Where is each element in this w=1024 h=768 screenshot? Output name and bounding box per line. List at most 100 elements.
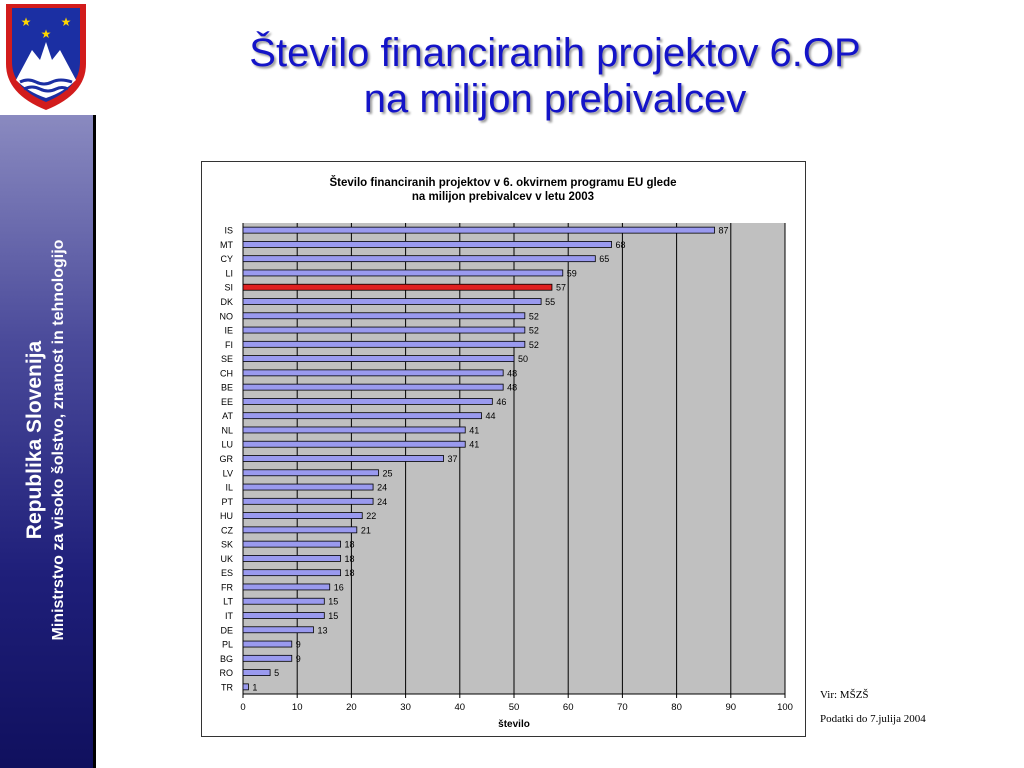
bar [242, 226, 715, 234]
bar [242, 269, 564, 277]
category-label: SK [221, 540, 233, 550]
data-label: 18 [345, 568, 355, 578]
category-label: LV [223, 468, 233, 478]
data-label: 9 [296, 640, 301, 650]
chart-title-line2: na milijon prebivalcev v letu 2003 [412, 191, 594, 203]
category-label: CY [220, 254, 233, 264]
bar [242, 569, 341, 577]
data-label: 50 [518, 354, 528, 364]
chart-title-line1: Število financiranih projektov v 6. okvi… [329, 176, 676, 189]
data-label: 48 [507, 383, 517, 393]
bar [242, 654, 293, 662]
data-label: 5 [274, 668, 279, 678]
sidebar-country: Republika Slovenija [23, 340, 46, 540]
data-label: 21 [361, 525, 371, 535]
bar [242, 440, 466, 448]
bar [242, 326, 526, 334]
slide-title-line2: na milijon prebivalcev [363, 77, 747, 121]
bar [242, 412, 482, 420]
data-label: 52 [529, 311, 539, 321]
data-label: 55 [545, 297, 555, 307]
category-label: FI [225, 340, 233, 350]
category-label: FR [221, 582, 233, 592]
data-label: 18 [345, 554, 355, 564]
data-label: 22 [366, 511, 376, 521]
slide-title-line1: Število financiranih projektov 6.OP [249, 31, 861, 75]
bar [242, 241, 612, 248]
data-label: 15 [328, 597, 338, 607]
svg-text:★: ★ [41, 27, 52, 41]
x-tick-label: 10 [292, 702, 303, 713]
bar [242, 398, 493, 405]
sidebar-text: Republika Slovenija Ministrstvo za visok… [22, 140, 70, 740]
data-label: 15 [328, 611, 338, 621]
coat-of-arms-icon: ★ ★ ★ [2, 2, 90, 112]
category-label: DE [220, 625, 233, 635]
svg-text:★: ★ [21, 15, 32, 29]
data-label: 48 [507, 368, 517, 378]
bar [242, 355, 515, 362]
x-axis-label: število [498, 719, 530, 730]
category-label: PT [221, 497, 233, 507]
category-label: BG [220, 654, 233, 664]
data-label: 16 [334, 582, 344, 592]
category-label: AT [222, 411, 233, 421]
bar [242, 597, 325, 605]
data-label: 52 [529, 340, 539, 350]
bar [242, 426, 466, 434]
bar-highlight [242, 283, 553, 291]
category-label: HU [220, 511, 233, 521]
bar [242, 255, 596, 263]
bar [242, 298, 542, 305]
bar [242, 583, 331, 591]
category-label: ES [221, 568, 233, 578]
bar [242, 640, 293, 648]
data-label: 68 [616, 240, 626, 250]
category-label: DK [220, 297, 233, 307]
sidebar-ministry: Ministrstvo za visoko šolstvo, znanost i… [50, 239, 67, 641]
data-label: 59 [567, 268, 577, 278]
bar [242, 612, 325, 619]
bar [242, 626, 314, 634]
category-label: NO [220, 311, 234, 321]
category-label: IL [225, 483, 233, 493]
data-label: 9 [296, 654, 301, 664]
bar [242, 669, 271, 676]
x-tick-label: 100 [777, 702, 793, 713]
bar [242, 312, 526, 320]
svg-text:★: ★ [61, 15, 72, 29]
data-label: 25 [383, 468, 393, 478]
bar [242, 555, 341, 562]
slide-title: Število financiranih projektov 6.OP na m… [100, 30, 1010, 122]
category-label: PL [222, 640, 233, 650]
bar [242, 455, 444, 462]
bar [242, 512, 363, 519]
category-label: RO [220, 668, 234, 678]
category-label: IE [224, 326, 233, 336]
data-label: 44 [485, 411, 495, 421]
bar [242, 497, 374, 505]
category-label: BE [221, 383, 233, 393]
data-label: 41 [469, 425, 479, 435]
source-note: Vir: MŠZŠ [820, 689, 869, 701]
sidebar-band [0, 115, 96, 768]
bar-chart: Število financiranih projektov v 6. okvi… [220, 176, 793, 730]
data-label: 52 [529, 326, 539, 336]
bar [242, 540, 341, 548]
category-label: GR [220, 454, 234, 464]
x-tick-label: 20 [346, 702, 357, 713]
category-label: SI [224, 283, 233, 293]
data-label: 65 [599, 254, 609, 264]
category-label: TR [221, 682, 233, 692]
data-label: 18 [345, 540, 355, 550]
category-label: UK [220, 554, 233, 564]
category-label: LU [221, 440, 233, 450]
chart-frame: Število financiranih projektov v 6. okvi… [201, 161, 806, 737]
category-label: IS [224, 226, 233, 236]
category-label: IT [225, 611, 234, 621]
x-tick-label: 60 [563, 702, 574, 713]
x-tick-label: 30 [400, 702, 411, 713]
category-label: NL [221, 425, 233, 435]
x-tick-label: 80 [671, 702, 682, 713]
x-tick-label: 40 [455, 702, 466, 713]
